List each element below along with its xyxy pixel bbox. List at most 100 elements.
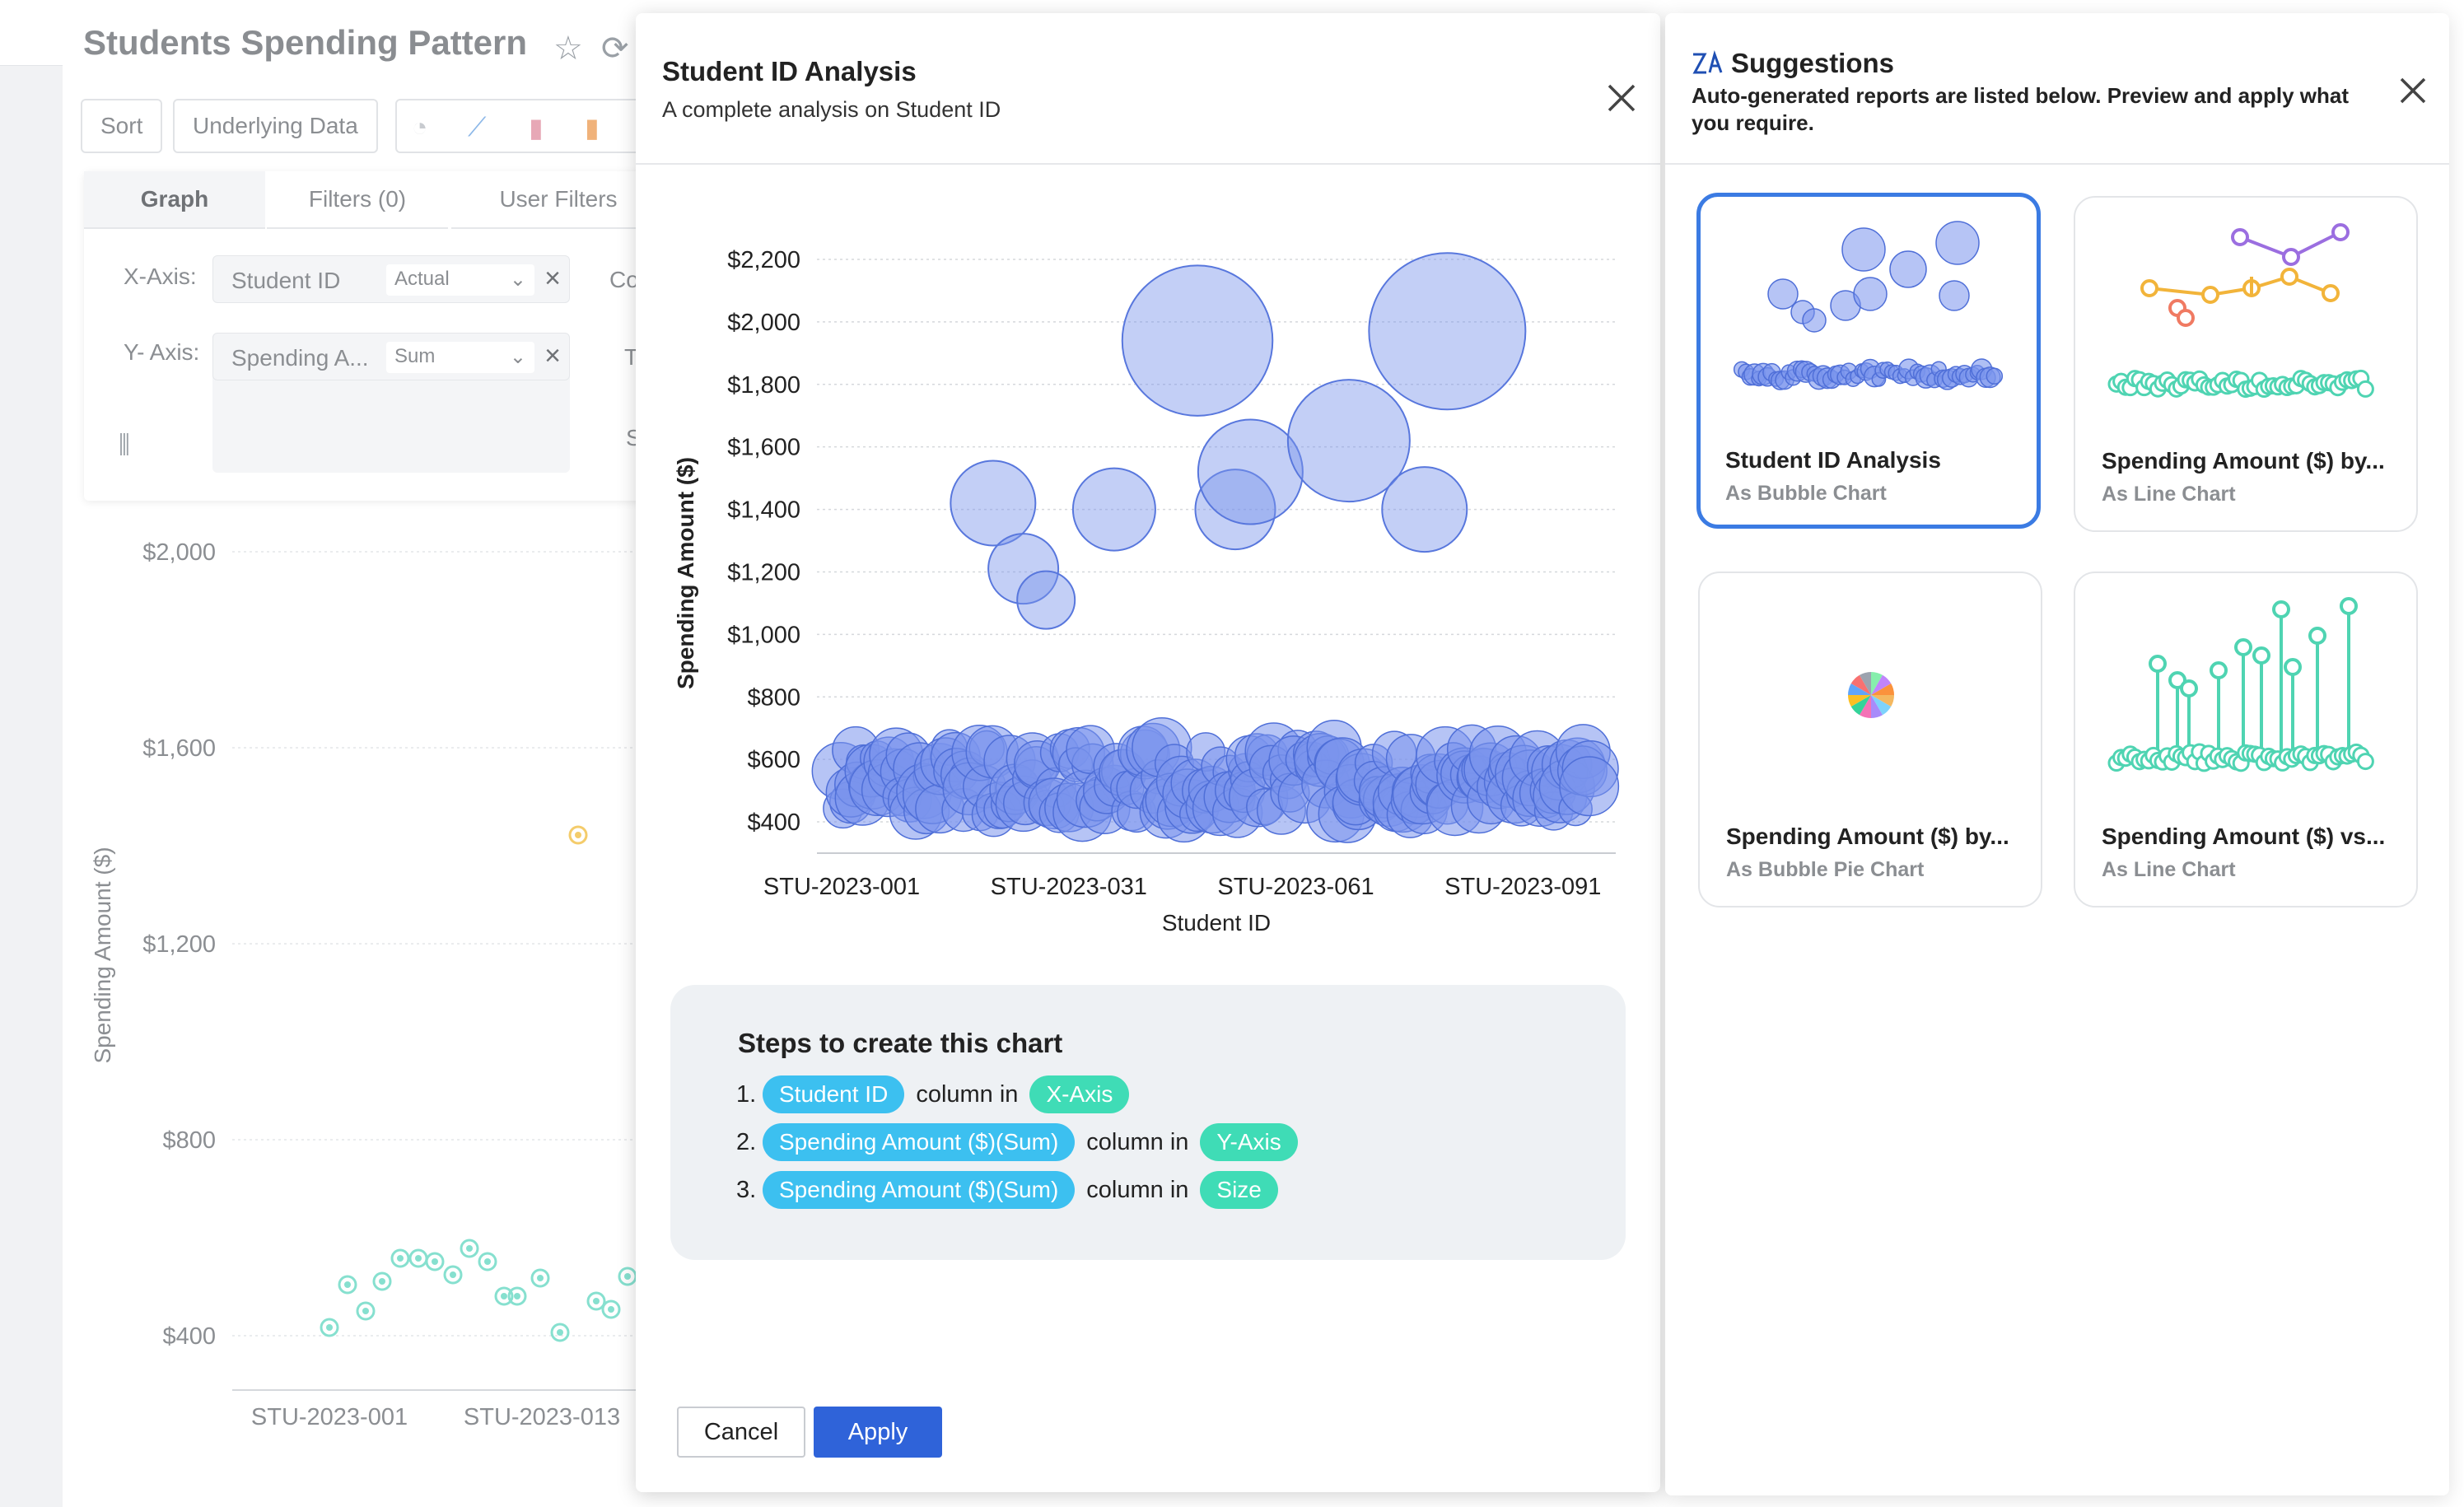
sort-button[interactable]: Sort [81,99,163,153]
report-title: Students Spending Pattern [83,23,528,62]
x-tick-label: STU-2023-091 [1444,874,1601,900]
apply-button[interactable]: Apply [814,1407,942,1458]
target-pill: X-Axis [1029,1075,1130,1113]
pie-slice [1848,695,1871,707]
data-point [478,1252,497,1271]
x-tick-label: STU-2023-061 [1217,874,1374,900]
thumb-point [2322,284,2340,302]
data-bubble [1197,418,1304,525]
thumb-point [2331,223,2350,241]
thumb-point [2282,248,2300,266]
data-point-center [624,1273,631,1280]
stacked-bar-icon[interactable]: ▮ [585,113,600,142]
y-tick-label: $2,000 [142,539,216,566]
card-title: Spending Amount ($) by... [2102,448,2385,474]
close-icon[interactable] [1601,77,1642,119]
y-axis-label: Y- Axis: [124,339,200,365]
target-pill: Size [1200,1171,1278,1209]
data-point-center [575,832,581,838]
chevron-down-icon: ⌄ [509,346,526,368]
left-sidebar [0,0,63,1507]
pie-slice [1871,695,1892,716]
thumb-bubble [1841,227,1886,272]
y-tick-label: $1,800 [727,372,800,399]
x-tick-label: STU-2023-031 [991,874,1147,900]
data-point-center [450,1271,456,1278]
remove-x-field-icon[interactable]: × [544,263,561,294]
thumb-point [2356,380,2374,398]
remove-y-field-icon[interactable]: × [544,340,561,371]
data-point [390,1248,410,1268]
data-point-center [484,1258,491,1265]
data-point [530,1268,550,1288]
tab-filters[interactable]: Filters (0) [267,171,448,229]
field-pill: Spending Amount ($)(Sum) [763,1171,1076,1209]
bar-chart-icon[interactable]: ▮ [529,113,544,142]
close-icon[interactable] [2393,71,2433,110]
suggestion-card[interactable]: Spending Amount ($) by... As Bubble Pie … [1698,572,2042,907]
card-subtitle: As Line Chart [2102,483,2236,506]
refresh-icon[interactable]: ⟳ [601,30,629,67]
pie-chart-icon[interactable]: ◔ [412,112,428,142]
tab-user-filters[interactable]: User Filters [451,171,665,229]
data-bubble [1071,467,1156,552]
analysis-title: Student ID Analysis [662,56,917,86]
data-point [425,1252,445,1271]
color-label-cut: Co [609,267,639,292]
suggestion-card[interactable]: Spending Amount ($) vs... As Line Chart [2074,572,2418,907]
x-axis-field[interactable]: Student ID Actual ⌄ × [212,255,570,303]
sort-order-icon[interactable]: ⫼ [119,432,130,459]
x-tick-label: STU-2023-013 [464,1404,620,1430]
y-tick-label: $800 [162,1127,216,1154]
underlying-data-button[interactable]: Underlying Data [173,99,378,153]
y-axis-field-name: Spending A... [231,345,369,371]
data-bubble [950,460,1037,547]
y-tick-label: $2,200 [727,247,800,273]
data-point-center [466,1245,473,1252]
pie-slice [1850,695,1871,716]
thumb-point [2231,228,2249,246]
data-bubble [1286,379,1411,503]
data-point-center [432,1258,438,1265]
y-tick-label: $1,000 [727,622,800,648]
data-bubble [1368,252,1527,411]
data-point-center [397,1255,404,1262]
thumb-bubble [1853,277,1888,311]
star-icon[interactable]: ☆ [553,30,583,67]
y-tick-label: $1,600 [727,435,800,461]
chart-type-switcher[interactable]: ◔ ⟋ ▮ ▮ [395,99,659,153]
data-point-center [362,1308,369,1314]
suggestions-header: Suggestions Auto-generated reports are l… [1665,13,2449,165]
y-axis-field[interactable]: Spending A... Sum ⌄ × [212,333,570,380]
steps-panel: Steps to create this chart 1. Student ID… [670,985,1626,1260]
thumb-point [2201,286,2219,304]
suggestions-title: Suggestions [1731,48,1895,78]
data-point-center [326,1324,333,1331]
thumb-point [2340,597,2358,615]
analysis-subtitle: A complete analysis on Student ID [662,97,1001,122]
pie-slice [1871,684,1894,695]
suggestions-description: Auto-generated reports are listed below.… [1692,83,2350,135]
thumb-point [2308,627,2326,645]
thumb-bubble [1935,221,1980,265]
line-chart-icon[interactable]: ⟋ [468,112,487,142]
tab-graph[interactable]: Graph [84,171,265,229]
data-point-center [344,1281,351,1288]
x-axis-agg-select[interactable]: Actual ⌄ [386,264,534,296]
data-bubble [1559,756,1620,817]
y-axis-agg-select[interactable]: Sum ⌄ [386,342,534,373]
pie-slice [1860,695,1871,718]
data-point-center [557,1329,563,1336]
data-point-center [379,1278,385,1285]
cancel-button[interactable]: Cancel [677,1407,805,1458]
text-label-cut: T [624,344,639,370]
report-workspace: Students Spending Pattern ☆ ⟳ Sort Under… [63,0,693,1507]
y-axis-title: Spending Amount ($) [90,847,115,1063]
suggestion-card[interactable]: Student ID Analysis As Bubble Chart [1696,193,2041,529]
suggestion-card[interactable]: Spending Amount ($) by... As Line Chart [2074,196,2418,532]
thumb-point [2149,655,2167,673]
y-tick-label: $400 [747,809,800,836]
data-bubble [1194,469,1276,551]
y-tick-label: $1,200 [727,559,800,586]
sidebar-tab[interactable] [0,0,63,66]
